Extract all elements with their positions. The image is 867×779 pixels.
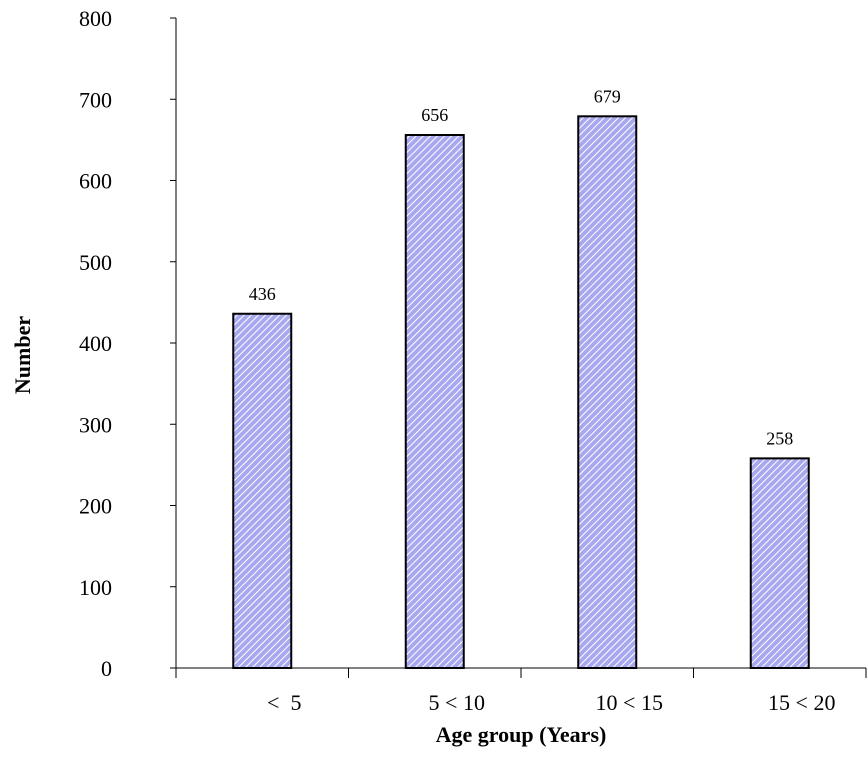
x-axis-title: Age group (Years) [436,722,607,747]
y-tick-label: 600 [79,169,112,194]
data-label: 258 [766,428,793,448]
x-axis: < 5 5 < 10 10 < 15 15 < 20 [175,667,867,715]
y-tick-label: 200 [79,494,112,519]
data-label: 436 [249,284,276,304]
y-tick-label: 400 [79,331,112,356]
bars [232,115,810,669]
data-label: 679 [594,86,621,106]
bar [749,457,810,669]
x-tick-label: < 5 [267,690,301,715]
y-axis-title: Number [10,316,35,394]
x-tick-label: 5 < 10 [429,690,485,715]
x-tick-label: 10 < 15 [596,690,663,715]
bar [404,134,465,669]
y-tick-label: 0 [101,656,112,681]
y-tick-label: 700 [79,87,112,112]
y-axis: 0 100 200 300 400 500 600 700 800 [79,6,177,681]
bar [232,312,293,669]
data-labels: 436 656 679 258 [249,86,794,448]
bar [577,115,638,669]
y-tick-label: 100 [79,575,112,600]
y-tick-label: 500 [79,250,112,275]
x-tick-label: 15 < 20 [768,690,835,715]
data-label: 656 [421,105,448,125]
y-tick-label: 300 [79,412,112,437]
y-tick-label: 800 [79,6,112,31]
